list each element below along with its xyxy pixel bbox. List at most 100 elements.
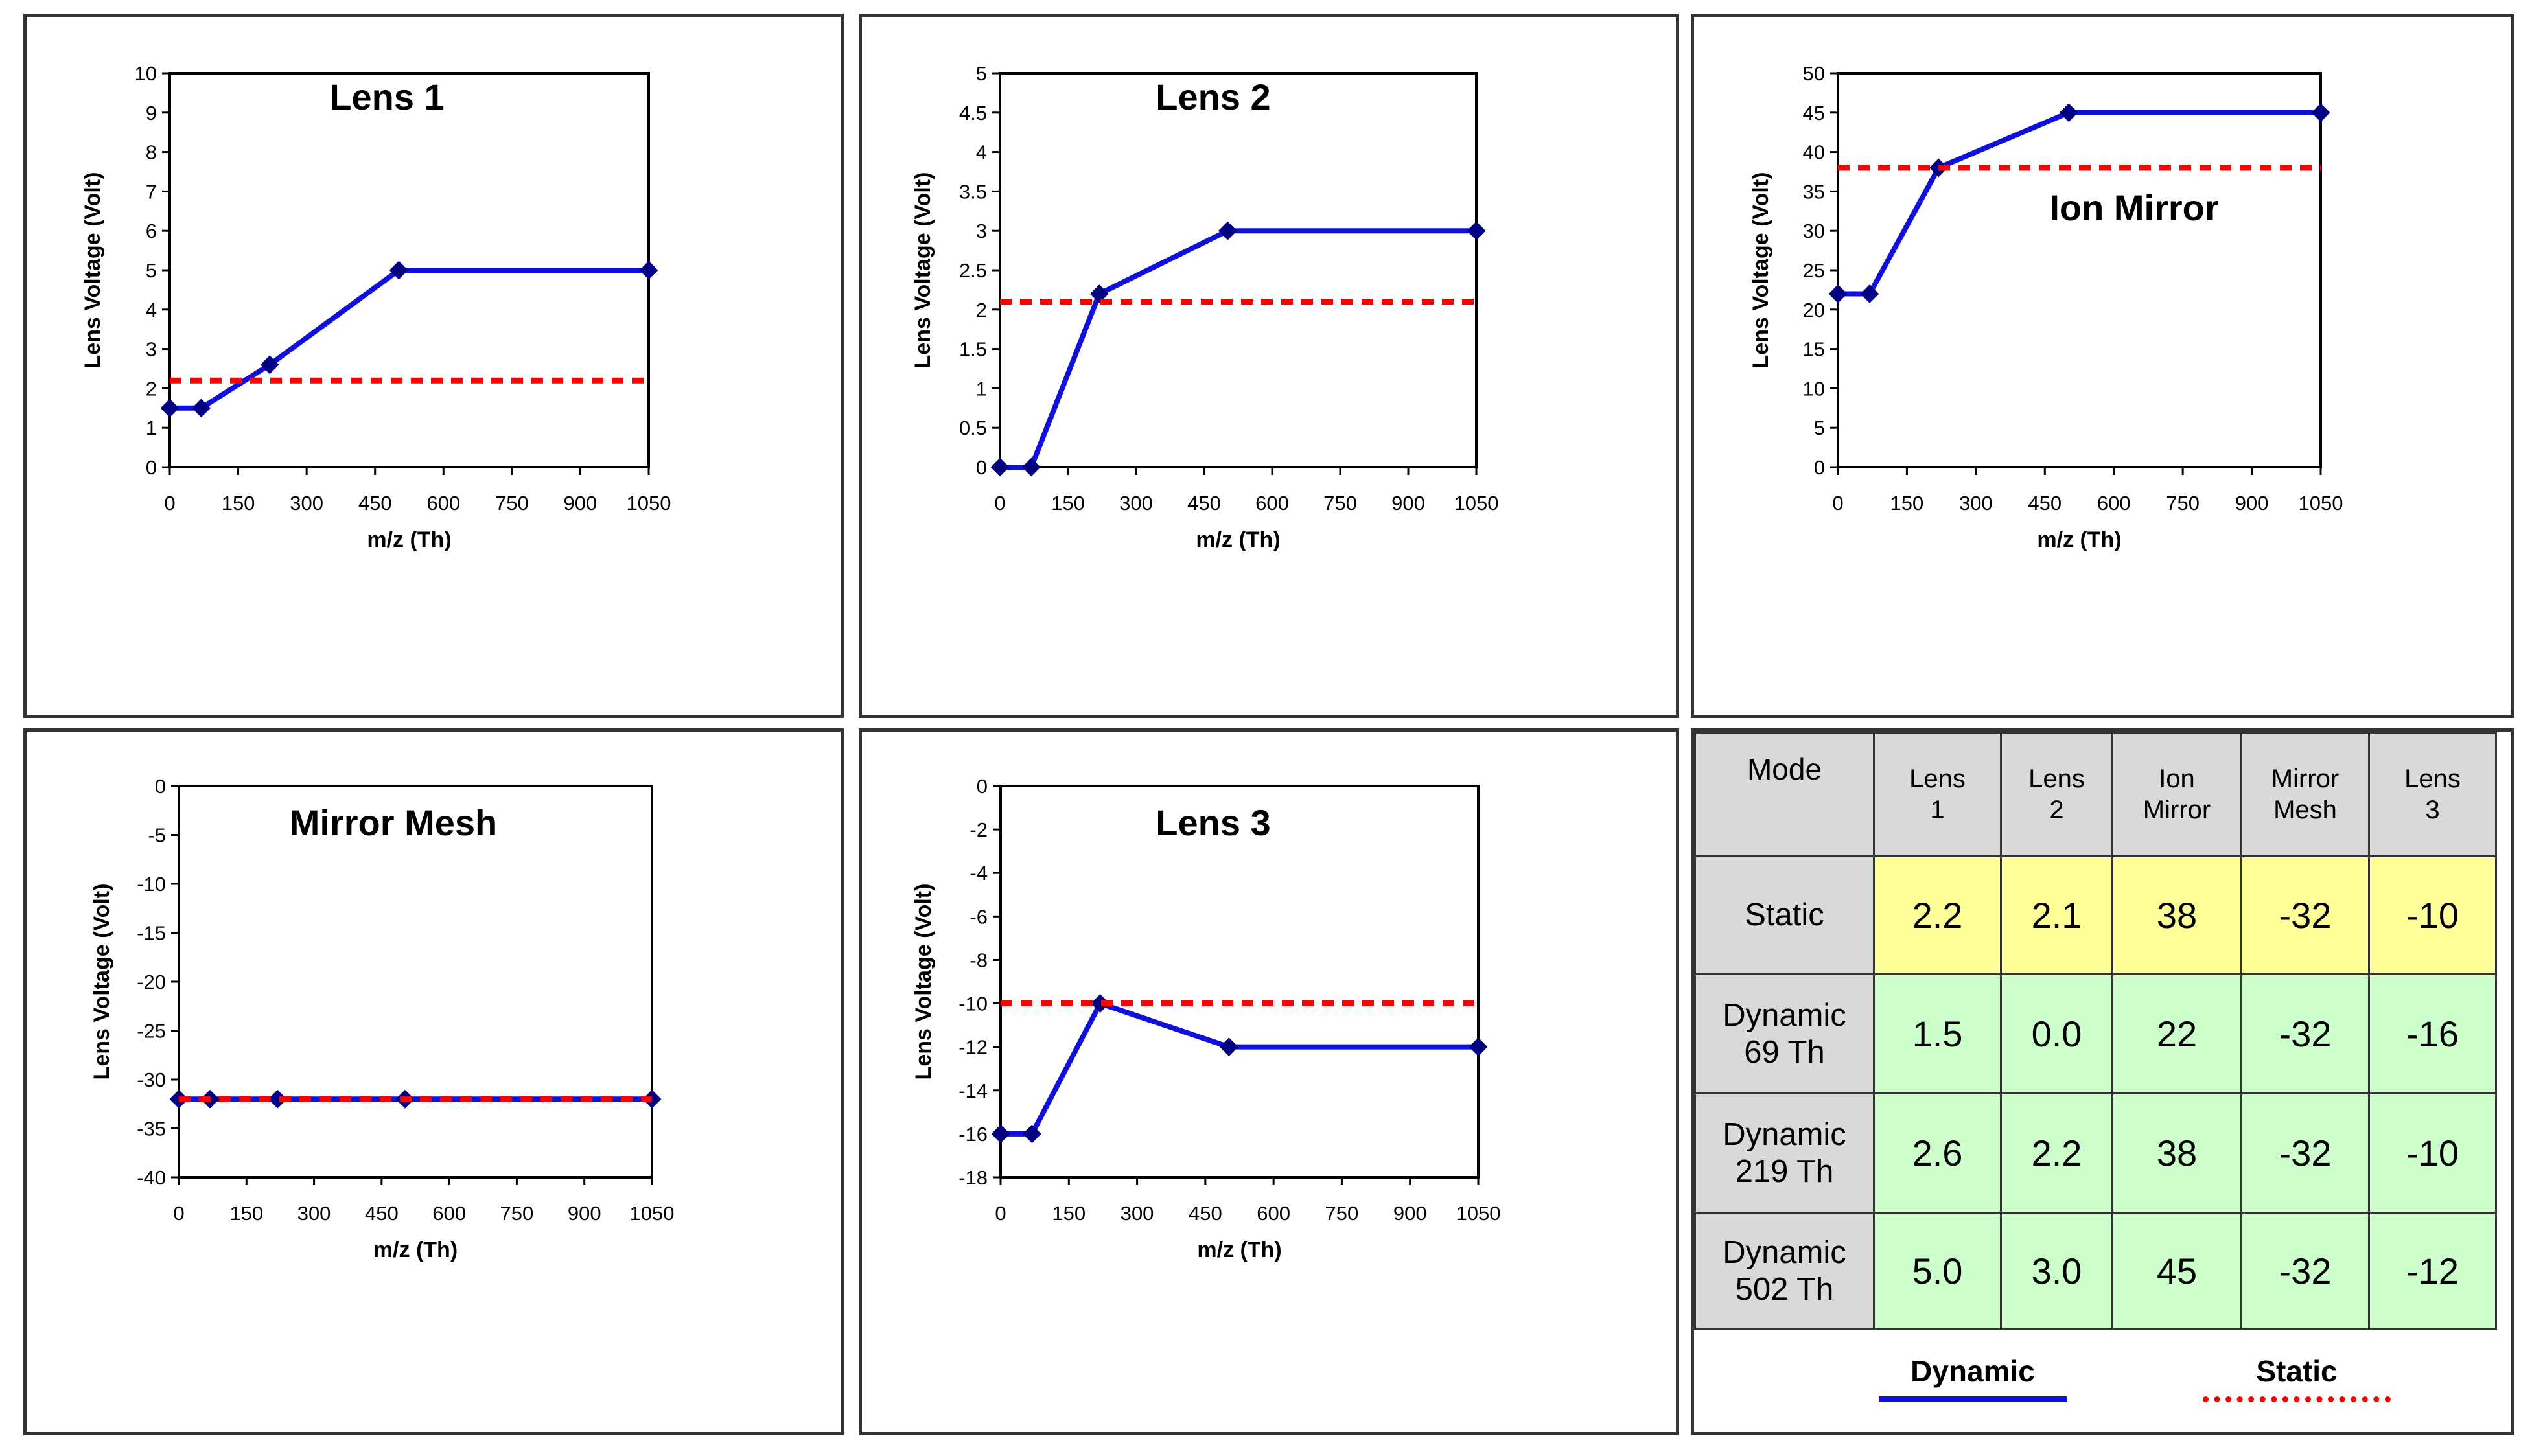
ion-mirror-y-tick-label: 0	[1814, 456, 1825, 479]
lens-2-y-axis-title: Lens Voltage (Volt)	[911, 172, 935, 369]
lens-2-x-tick-label: 900	[1391, 492, 1425, 514]
ion-mirror-dynamic-point	[2059, 103, 2078, 122]
lens-1-x-tick-label: 900	[564, 492, 598, 514]
lens-2-x-tick-label: 150	[1051, 492, 1085, 514]
legend-dynamic-line	[1879, 1396, 2067, 1402]
lens-3-y-tick-label: -12	[958, 1036, 988, 1059]
legend-static-label: Static	[2256, 1354, 2338, 1388]
ion-mirror-x-tick-label: 750	[2166, 492, 2200, 514]
chart-panel-lens-1: 0 1 2 3 4 5 6 7 8 9 10 0 150 300 450 600 750 900 1050 m/z (…	[23, 14, 844, 718]
ion-mirror-x-tick-label: 150	[1890, 492, 1924, 514]
lens-3-dynamic-point	[1469, 1037, 1488, 1057]
header-mirror-mesh: Mirror Mesh	[2240, 732, 2370, 857]
ion-mirror-y-tick-label: 50	[1803, 62, 1825, 85]
mirror-mesh-chart-title: Mirror Mesh	[290, 802, 498, 843]
table-cell: 38	[2111, 855, 2242, 975]
table-cell: 2.2	[1873, 855, 2002, 975]
lens-1-x-tick-label: 0	[164, 492, 175, 514]
mirror-mesh-y-tick-label: -15	[137, 922, 166, 945]
lens-1-y-tick-label: 2	[146, 377, 157, 400]
ion-mirror-y-tick-label: 35	[1803, 180, 1825, 203]
header-lens-3: Lens 3	[2368, 732, 2497, 857]
mirror-mesh-y-axis-title: Lens Voltage (Volt)	[89, 884, 114, 1080]
table-cell: 3.0	[2000, 1212, 2113, 1330]
mirror-mesh-y-tick-label: 0	[155, 775, 166, 798]
mirror-mesh-y-tick-label: -35	[137, 1118, 166, 1140]
lens-3-x-tick-label: 1050	[1456, 1202, 1501, 1225]
lens-2-chart: 0 0.5 1 1.5 2 2.5 3 3.5 4 4.5 5 0 150 300 450 600 750 900…	[911, 62, 1498, 552]
lens-3-y-tick-label: -18	[958, 1166, 988, 1189]
table-cell: -32	[2240, 855, 2370, 975]
lens-3-y-axis-title: Lens Voltage (Volt)	[911, 884, 936, 1080]
lens-3-y-tick-label: -4	[970, 862, 988, 884]
lens-2-x-tick-label: 0	[994, 492, 1005, 514]
lens-2-y-tick-label: 0	[976, 456, 987, 479]
table-cell: 22	[2111, 973, 2242, 1094]
header-ion-mirror: Ion Mirror	[2111, 732, 2242, 857]
lens-1-x-axis-title: m/z (Th)	[367, 527, 451, 552]
ion-mirror-y-tick-label: 45	[1803, 102, 1825, 124]
lens-2-plot-area	[999, 72, 1478, 468]
lens-1-y-axis-title: Lens Voltage (Volt)	[80, 172, 105, 369]
chart-panel-ion-mirror: 0 5 10 15 20 25 30 35 40 45 50 0 150 300 450 600 750 900 1…	[1691, 14, 2514, 718]
legend-static: Static	[2200, 1354, 2394, 1402]
lens-1-y-tick-label: 6	[146, 220, 157, 242]
lens-1-y-tick-label: 5	[146, 259, 157, 282]
ion-mirror-y-tick-label: 40	[1803, 141, 1825, 164]
ion-mirror-y-tick-label: 20	[1803, 299, 1825, 321]
table-mode-cell: Dynamic 69 Th	[1694, 973, 1875, 1094]
lens-2-chart-title: Lens 2	[1156, 76, 1270, 117]
lens-1-x-tick-label: 300	[290, 492, 323, 514]
ion-mirror-x-tick-label: 900	[2235, 492, 2269, 514]
table-row-static: Static 2.2 2.1 38 -32 -10	[1694, 855, 2497, 975]
lens-1-x-tick-label: 750	[495, 492, 529, 514]
lens-1-y-tick-label: 1	[146, 417, 157, 439]
table-cell: 38	[2111, 1092, 2242, 1214]
table-cell: -32	[2240, 1092, 2370, 1214]
ion-mirror-chart: 0 5 10 15 20 25 30 35 40 45 50 0 150 300 450 600 750 900 1…	[1748, 62, 2343, 552]
mirror-mesh-x-tick-label: 750	[500, 1202, 534, 1225]
lens-1-dynamic-point	[389, 260, 408, 280]
table-row-dynamic-502-th: Dynamic 502 Th 5.0 3.0 45 -32 -12	[1694, 1212, 2497, 1330]
lens-2-y-tick-label: 4.5	[959, 102, 987, 124]
ion-mirror-x-tick-label: 300	[1959, 492, 1993, 514]
lens-2-x-axis-title: m/z (Th)	[1196, 527, 1280, 552]
lens-3-x-tick-label: 750	[1325, 1202, 1359, 1225]
mirror-mesh-y-tick-label: -30	[137, 1069, 166, 1091]
lens-1-dynamic-point	[160, 399, 180, 418]
table-cell: 2.1	[2000, 855, 2113, 975]
lens-2-dynamic-point	[1021, 457, 1041, 477]
table-row-dynamic-219-th: Dynamic 219 Th 2.6 2.2 38 -32 -10	[1694, 1092, 2497, 1214]
lens-2-dynamic-point	[1467, 221, 1486, 240]
header-lens-1: Lens 1	[1873, 732, 2002, 857]
ion-mirror-x-tick-label: 450	[2028, 492, 2062, 514]
ion-mirror-x-tick-label: 1050	[2299, 492, 2343, 514]
lens-3-dynamic-point	[1023, 1124, 1041, 1144]
lens-2-y-tick-label: 2.5	[959, 259, 987, 282]
table-mode-cell: Dynamic 219 Th	[1694, 1092, 1875, 1214]
lens-1-y-tick-label: 4	[146, 299, 157, 321]
voltage-summary-table: Mode Lens 1 Lens 2 Ion Mirror Mirror Mesh Le…	[1694, 732, 2497, 1330]
table-header-row: Mode Lens 1 Lens 2 Ion Mirror Mirror Mesh Le…	[1694, 732, 2497, 857]
ion-mirror-y-tick-label: 5	[1814, 417, 1825, 439]
table-cell: -32	[2240, 973, 2370, 1094]
table-cell: 1.5	[1873, 973, 2002, 1094]
lens-3-plot-area	[999, 785, 1480, 1179]
lens-1-y-tick-label: 9	[146, 102, 157, 124]
table-cell: -16	[2368, 973, 2497, 1094]
lens-3-x-tick-label: 300	[1121, 1202, 1154, 1225]
lens-1-x-tick-label: 600	[426, 492, 460, 514]
lens-1-y-tick-label: 3	[146, 338, 157, 361]
lens-1-x-tick-label: 450	[358, 492, 392, 514]
lens-3-x-tick-label: 900	[1393, 1202, 1427, 1225]
ion-mirror-dynamic-point	[1828, 284, 1848, 303]
lens-3-y-tick-label: -16	[958, 1123, 988, 1146]
mirror-mesh-y-tick-label: -5	[148, 824, 166, 847]
table-cell: 2.6	[1873, 1092, 2002, 1214]
table-mode-cell: Dynamic 502 Th	[1694, 1212, 1875, 1330]
lens-2-x-tick-label: 750	[1323, 492, 1357, 514]
ion-mirror-y-tick-label: 15	[1803, 338, 1825, 361]
table-cell: -10	[2368, 1092, 2497, 1214]
lens-2-y-tick-label: 1	[976, 377, 987, 400]
chart-panel-lens-2: 0 0.5 1 1.5 2 2.5 3 3.5 4 4.5 5 0 150 300 450 600 750 900…	[859, 14, 1679, 718]
